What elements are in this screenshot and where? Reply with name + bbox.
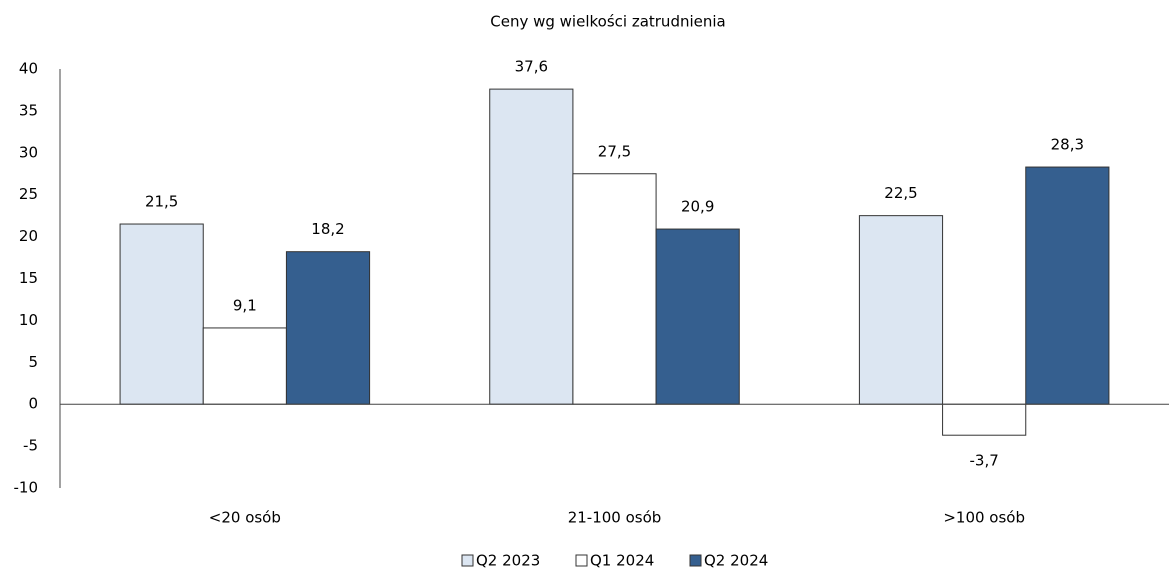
bar [285,251,371,405]
x-tick-label: >100 osób [943,509,1025,527]
data-label: 27,5 [598,142,631,160]
data-label: 21,5 [145,193,178,211]
data-label: 9,1 [233,296,257,314]
bar [858,215,944,405]
chart-title: Ceny wg wielkości zatrudnienia [490,13,725,31]
y-tick-label: 40 [19,60,38,78]
y-tick-label: 25 [19,185,38,203]
data-label: 18,2 [311,220,344,238]
bar [572,173,657,405]
y-tick-label: 0 [28,395,38,413]
y-tick-label: 5 [28,353,38,371]
data-label: 22,5 [884,184,917,202]
legend-label: Q1 2024 [590,552,654,570]
legend-swatch [689,554,702,567]
bar [655,228,740,405]
data-label: 28,3 [1051,136,1084,154]
bar [489,88,574,405]
bar [1025,166,1110,405]
data-label: 37,6 [515,58,548,76]
bar [202,327,287,405]
data-label: -3,7 [970,452,999,470]
data-label: 20,9 [681,198,714,216]
x-tick-label: <20 osób [209,509,281,527]
y-tick-label: -5 [23,437,38,455]
y-tick-label: 15 [19,269,38,287]
y-tick-label: 35 [19,101,38,119]
legend-label: Q2 2023 [476,552,540,570]
x-tick-label: 21-100 osób [568,509,662,527]
legend-swatch [575,554,588,567]
bar [119,223,204,405]
y-tick-label: 10 [19,311,38,329]
y-tick-label: 20 [19,227,38,245]
bar [942,403,1027,436]
legend-swatch [461,554,474,567]
legend-label: Q2 2024 [704,552,768,570]
y-tick-label: 30 [19,143,38,161]
y-tick-label: -10 [14,479,39,497]
